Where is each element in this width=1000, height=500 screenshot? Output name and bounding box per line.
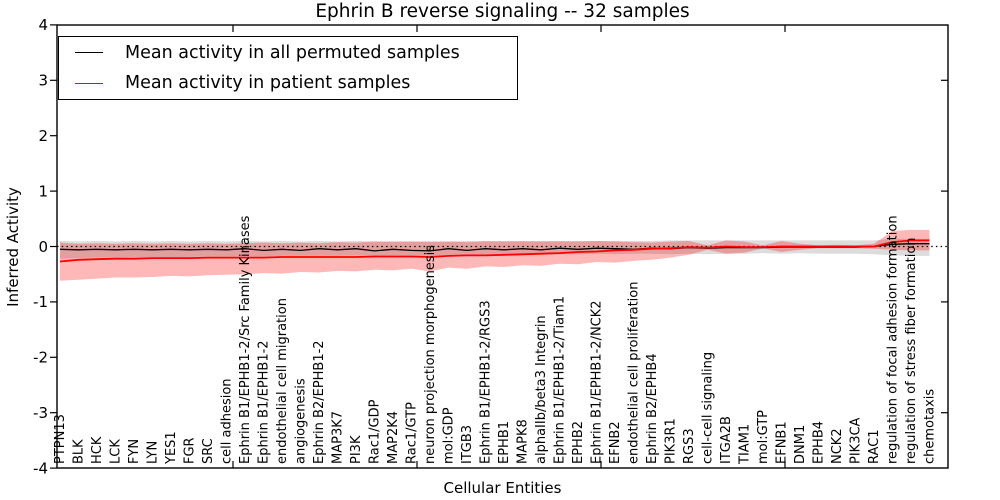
legend-item-permuted: Mean activity in all permuted samples (59, 38, 517, 68)
entity-label: mol:GDP (442, 407, 457, 464)
y-tick-label: -3 (33, 404, 48, 422)
entity-label: cell adhesion (220, 378, 235, 464)
entity-label: DNM1 (793, 425, 808, 464)
entity-label: LYN (146, 441, 161, 464)
entity-label: Ephrin B1/EPHB1-2/NCK2 (590, 300, 605, 464)
entity-label: cell-cell signaling (701, 352, 716, 464)
entity-label: Ephrin B1/EPHB1-2/Tiam1 (553, 296, 568, 464)
entity-label: endothelial cell proliferation (627, 282, 642, 465)
entity-label: PTPN13 (53, 414, 68, 464)
y-axis-label: Inferred Activity (4, 187, 22, 307)
entity-label: ITGB3 (460, 425, 475, 464)
entity-label: Ephrin B2/EPHB4 (645, 353, 660, 464)
entity-label: EPHB1 (497, 421, 512, 464)
entity-label: Rac1/GDP (368, 399, 383, 464)
x-axis-label: Cellular Entities (443, 479, 562, 497)
entity-label: EFNB2 (608, 421, 623, 464)
legend-line-sample-permuted (75, 52, 103, 54)
y-tick-label: 4 (38, 16, 48, 34)
entity-label: TIAM1 (738, 424, 753, 465)
entity-label: SRC (201, 438, 216, 464)
entity-label: MAP3K7 (331, 411, 346, 464)
entity-label: Ephrin B1/EPHB1-2 (257, 340, 272, 464)
y-tick-label: -1 (33, 293, 48, 311)
entity-label: YES1 (164, 431, 179, 465)
y-tick-label: 2 (38, 127, 48, 145)
entity-label: FYN (127, 439, 142, 464)
y-tick-label: 0 (38, 238, 48, 256)
entity-label: endothelial cell migration (275, 298, 290, 464)
legend-line-sample-patient (75, 82, 103, 84)
entity-label: NCK2 (830, 428, 845, 464)
entity-label: ITGA2B (719, 416, 734, 464)
entity-label: neuron projection morphogenesis (423, 245, 438, 464)
entity-label: PIK3R1 (664, 418, 679, 464)
legend-item-patient: Mean activity in patient samples (59, 68, 517, 98)
y-tick-label: -4 (33, 459, 48, 477)
entity-label: RGS3 (682, 428, 697, 464)
y-tick-label: 1 (38, 182, 48, 200)
entity-label: mol:GTP (756, 410, 771, 464)
legend-label-patient: Mean activity in patient samples (125, 73, 411, 94)
entity-label: EPHB2 (571, 421, 586, 464)
entity-label: regulation of stress fiber formation (904, 237, 919, 464)
entity-label: EPHB4 (812, 421, 827, 464)
y-tick-label: -2 (33, 349, 48, 367)
entity-label: alphaIIb/beta3 Integrin (534, 315, 549, 464)
entity-label: regulation of focal adhesion formation (886, 215, 901, 464)
entity-label: HCK (90, 436, 105, 464)
entity-label: LCK (109, 439, 124, 464)
entity-label: Ephrin B1/EPHB1-2/Src Family Kinases (238, 215, 253, 464)
entity-label: EFNB1 (775, 421, 790, 464)
entity-label: MAP2K4 (386, 411, 401, 464)
legend: Mean activity in all permuted samples Me… (58, 36, 518, 100)
entity-label: MAPK8 (516, 419, 531, 464)
entity-label: Ephrin B1/EPHB1-2/RGS3 (479, 300, 494, 464)
entity-label: PIK3CA (849, 417, 864, 464)
chart-title: Ephrin B reverse signaling -- 32 samples (315, 1, 690, 22)
entity-label: RAC1 (867, 429, 882, 464)
y-tick-label: 3 (38, 72, 48, 90)
legend-label-permuted: Mean activity in all permuted samples (125, 42, 460, 63)
entity-label: Rac1/GTP (405, 402, 420, 464)
entity-label: PI3K (349, 435, 364, 464)
line-patient-mean (59, 239, 930, 263)
entity-label: angiogenesis (294, 378, 309, 464)
entity-label: BLK (72, 439, 87, 464)
entity-label: chemotaxis (923, 389, 938, 464)
entity-label: Ephrin B2/EPHB1-2 (312, 340, 327, 464)
entity-label: FGR (183, 437, 198, 464)
